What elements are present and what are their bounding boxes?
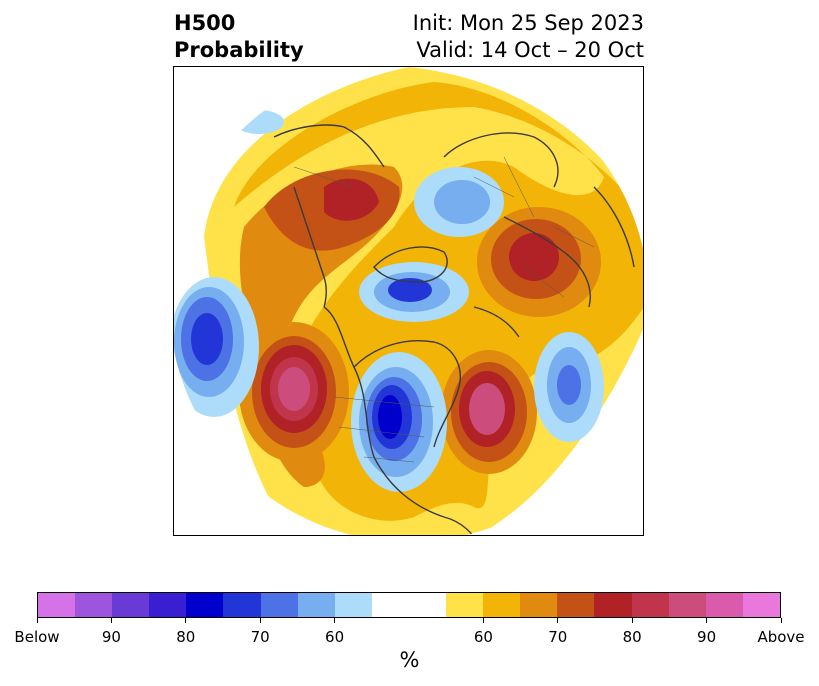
colorbar-cell bbox=[149, 593, 187, 617]
colorbar-cell bbox=[705, 593, 743, 617]
colorbar-tick-mark bbox=[631, 618, 633, 623]
colorbar-tick-label: Below bbox=[14, 628, 60, 646]
colorbar-cell bbox=[297, 593, 335, 617]
colorbar-tick-label: Above bbox=[757, 628, 805, 646]
colorbar-cell bbox=[260, 593, 298, 617]
colorbar-cell bbox=[446, 593, 484, 617]
colorbar-cell bbox=[408, 593, 447, 617]
probability-map bbox=[173, 66, 644, 536]
colorbar-tick-label: 70 bbox=[548, 628, 568, 646]
colorbar-tick-mark bbox=[780, 618, 782, 623]
coastlines bbox=[273, 124, 635, 535]
colorbar-cell bbox=[371, 593, 409, 617]
colorbar-tick-mark bbox=[557, 618, 559, 623]
colorbar-cell bbox=[742, 593, 780, 617]
colorbar-cell bbox=[186, 593, 224, 617]
colorbar-tick-mark bbox=[36, 618, 38, 623]
colorbar-tick-label: 80 bbox=[622, 628, 642, 646]
init-date: Init: Mon 25 Sep 2023 bbox=[412, 11, 644, 35]
colorbar-tick-label: 60 bbox=[325, 628, 345, 646]
colorbar-cell bbox=[594, 593, 632, 617]
colorbar-tick-mark bbox=[482, 618, 484, 623]
date-info: Init: Mon 25 Sep 2023 Valid: 14 Oct – 20… bbox=[413, 10, 644, 64]
title-line-2: Probability bbox=[174, 38, 304, 62]
colorbar-cell bbox=[75, 593, 113, 617]
colorbar-tick-label: 80 bbox=[176, 628, 196, 646]
colorbar-cell bbox=[112, 593, 150, 617]
units-label: % bbox=[399, 648, 420, 672]
colorbar-tick-label: 60 bbox=[473, 628, 493, 646]
anomaly-field bbox=[174, 67, 643, 535]
colorbar-tick-mark bbox=[110, 618, 112, 623]
probability-colorbar bbox=[37, 592, 781, 618]
colorbar-tick-mark bbox=[185, 618, 187, 623]
polar-map-svg bbox=[174, 67, 643, 535]
colorbar-tick-label: 70 bbox=[250, 628, 270, 646]
borders bbox=[293, 156, 595, 463]
colorbar-tick-mark bbox=[706, 618, 708, 623]
colorbar-cell bbox=[631, 593, 669, 617]
colorbar-cell bbox=[334, 593, 372, 617]
colorbar-tick-label: 90 bbox=[697, 628, 717, 646]
valid-range: Valid: 14 Oct – 20 Oct bbox=[416, 38, 644, 62]
colorbar-cell bbox=[38, 593, 76, 617]
colorbar-tick-mark bbox=[259, 618, 261, 623]
colorbar-tick-label: 90 bbox=[101, 628, 121, 646]
map-title: H500 Probability bbox=[174, 10, 304, 64]
title-line-1: H500 bbox=[174, 11, 236, 35]
colorbar-cell bbox=[557, 593, 595, 617]
colorbar-cell bbox=[668, 593, 706, 617]
colorbar-cell bbox=[483, 593, 521, 617]
colorbar-cell bbox=[223, 593, 261, 617]
colorbar-cell bbox=[520, 593, 558, 617]
colorbar-tick-mark bbox=[334, 618, 336, 623]
